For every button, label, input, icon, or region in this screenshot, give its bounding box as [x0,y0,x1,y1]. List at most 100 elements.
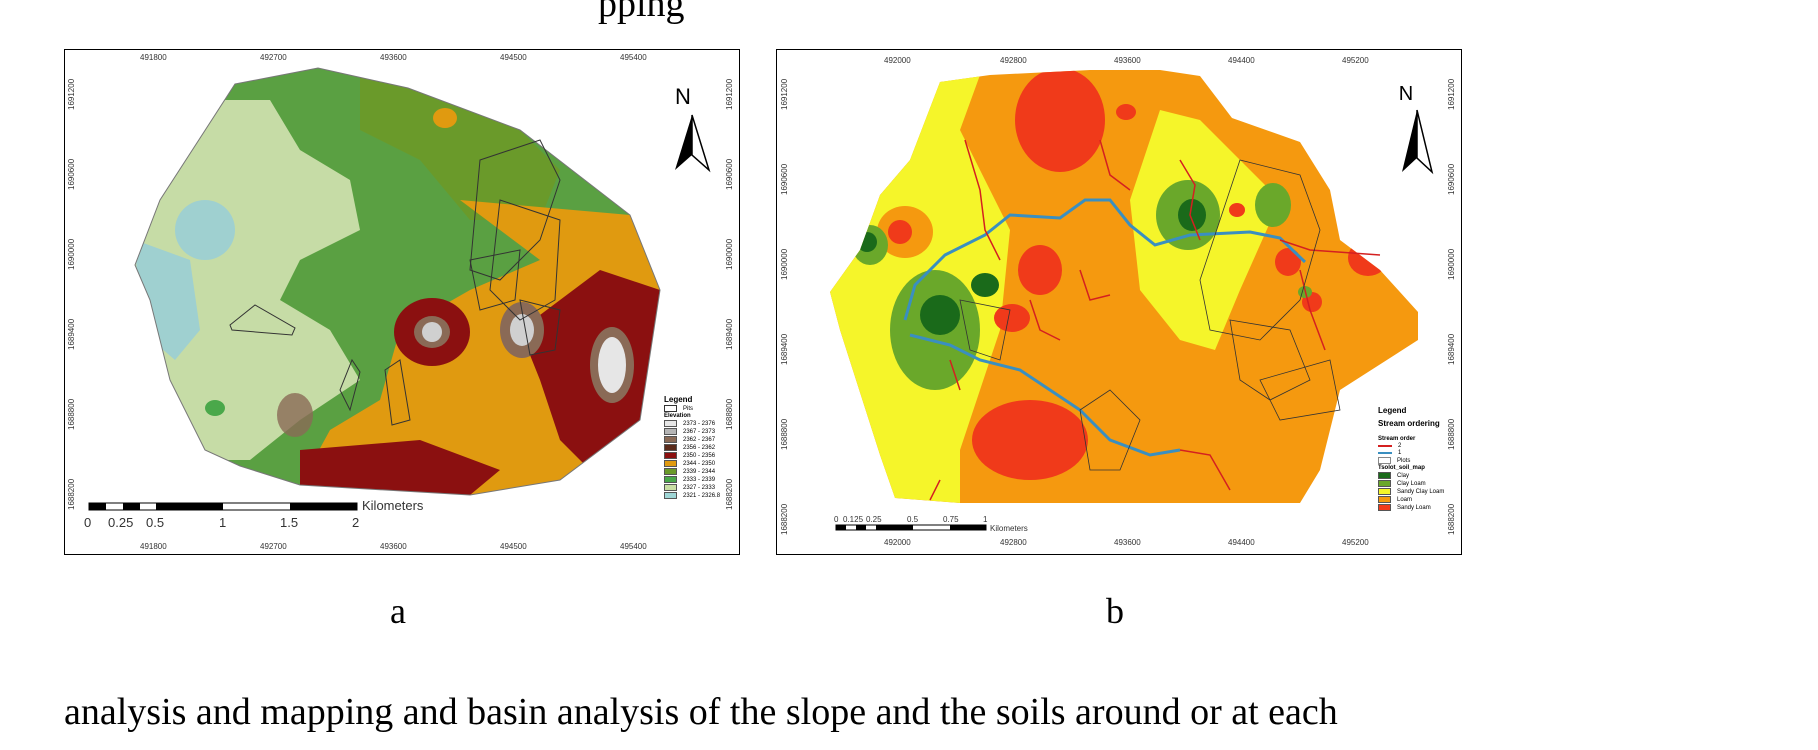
x-tick: 493600 [1114,56,1141,65]
legend-row: Clay [1378,472,1460,479]
x-tick: 492700 [260,542,287,551]
scale-label: 0.25 [108,515,134,530]
legend-swatch [664,444,677,451]
legend-swatch [664,492,677,499]
legend-title: Legend [1378,406,1407,415]
scale-unit: Kilometers [362,498,424,513]
legend-label: 2373 - 2376 [683,420,716,427]
legend-label: 2350 - 2356 [683,452,716,459]
x-tick: 495400 [620,53,647,62]
legend-swatch [1378,472,1391,479]
legend-row: 2327 - 2333 [664,484,736,491]
legend-row: Loam [1378,496,1460,503]
scale-label: 0.5 [907,515,919,524]
scale-bar [88,502,358,511]
legend-swatch [664,420,677,427]
legend-row: 1 [1378,450,1460,456]
legend-label: 2362 - 2367 [683,436,716,443]
legend-row-plots: Plots [1378,457,1460,464]
soil-map: N [830,70,1434,531]
soil-legend-title: Tsolot_soil_map [1378,465,1425,471]
legend-swatch [664,468,677,475]
scale-unit: Kilometers [990,524,1028,533]
legend-swatch [1378,445,1392,447]
legend-swatch [1378,496,1391,503]
scale-label: 0.25 [866,515,882,524]
legend-row-pits: Pits [664,405,736,412]
scale-label: 0.125 [843,515,864,524]
legend-label: 2333 - 2339 [683,476,716,483]
legend-swatch [1378,480,1391,487]
legend-row: 2362 - 2367 [664,436,736,443]
scale-label: 0 [834,515,839,524]
legend-row: Sandy Loam [1378,504,1460,511]
x-tick: 495200 [1342,56,1369,65]
x-tick: 494500 [500,53,527,62]
scale-bar [835,524,987,531]
legend-swatch [664,452,677,459]
stream-order-title: Stream order [1378,436,1416,442]
legend-row: 2367 - 2373 [664,428,736,435]
legend-row: 2 [1378,443,1460,449]
x-tick: 491800 [140,542,167,551]
x-tick: 494500 [500,542,527,551]
legend-row: 2373 - 2376 [664,420,736,427]
legend-label: Plots [1397,457,1411,464]
north-arrow-icon [675,115,692,170]
legend-label: Loam [1397,496,1413,503]
elevation-map: N [88,67,711,511]
legend-label: 2356 - 2362 [683,444,716,451]
top-text-fragment: pping [598,0,685,25]
x-tick: 492800 [1000,538,1027,547]
legend-swatch [1378,504,1391,511]
legend-swatch [664,428,677,435]
soil-legend-list: Clay Clay Loam Sandy Clay Loam Loam Sandy Lo… [1378,472,1460,511]
x-tick: 492000 [884,538,911,547]
legend-label: Clay [1397,472,1410,479]
legend-row: 2344 - 2350 [664,460,736,467]
x-tick: 493600 [1114,538,1141,547]
legend-subtitle: Stream ordering [1378,419,1440,428]
legend-swatch [1378,452,1392,454]
north-label: N [675,84,691,109]
legend-swatch [664,436,677,443]
x-tick: 492800 [1000,56,1027,65]
legend-row: Clay Loam [1378,480,1460,487]
legend-subtitle: Elevation [664,413,691,419]
legend-title: Legend [664,395,693,404]
x-tick: 494400 [1228,56,1255,65]
legend-label: Pits [683,405,694,412]
x-tick: 494400 [1228,538,1255,547]
legend-row: 2356 - 2362 [664,444,736,451]
scale-label: 1 [983,515,988,524]
legend-swatch [1378,488,1391,495]
legend-label: 2 [1398,443,1402,449]
caption-b: b [1106,591,1124,631]
legend-swatch [664,460,677,467]
legend-row: 2350 - 2356 [664,452,736,459]
scale-label: 0 [84,515,92,530]
legend-row: 2321 - 2326.8 [664,492,736,499]
legend-row: 2339 - 2344 [664,468,736,475]
legend-label: 2327 - 2333 [683,484,716,491]
legend-label: 2339 - 2344 [683,468,716,475]
legend-label: Sandy Clay Loam [1397,488,1445,495]
body-text-line: analysis and mapping and basin analysis … [64,691,1338,733]
x-tick: 495200 [1342,538,1369,547]
north-label: N [1399,83,1413,105]
x-tick: 492000 [884,56,911,65]
legend-row: 2333 - 2339 [664,476,736,483]
scale-label: 0.75 [943,515,959,524]
north-arrow-icon [1402,110,1417,172]
legend-label: 2367 - 2373 [683,428,716,435]
legend-swatch [664,476,677,483]
x-tick: 491800 [140,53,167,62]
legend-swatch [664,484,677,491]
scale-label: 1 [219,515,227,530]
legend-label: Sandy Loam [1397,504,1431,511]
x-tick: 493600 [380,542,407,551]
legend-label: 1 [1398,450,1402,456]
legend-label: Clay Loam [1397,480,1426,487]
